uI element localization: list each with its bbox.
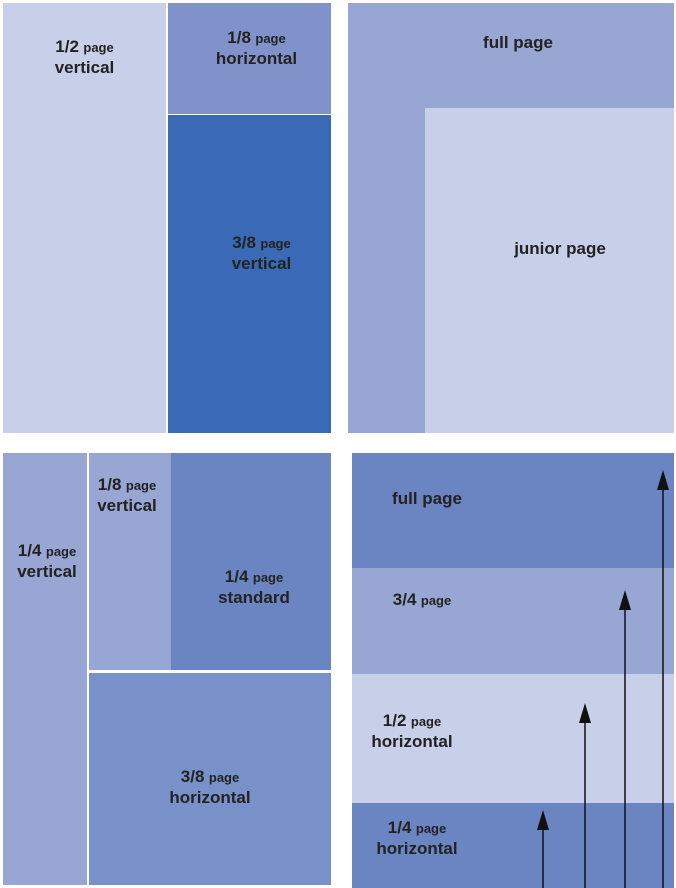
band-quarter-page-horizontal-label: 1/4 page horizontal [376,818,458,858]
eighth-page-horizontal-label: 1/8 page horizontal [215,28,298,68]
three-eighths-page-horizontal-label: 3/8 page horizontal [169,767,251,807]
band-full-page: full page [352,453,674,568]
eighth-page-vertical-block: 1/8 page vertical [89,453,171,670]
three-eighths-page-horizontal-block: 3/8 page horizontal [89,673,331,885]
quarter-page-standard-label: 1/4 page standard [218,567,290,607]
quarter-page-vertical-label: 1/4 page vertical [17,541,77,581]
band-full-page-label: full page [392,489,462,508]
arrow-quarter-height [537,810,549,888]
arrow-half-height [579,703,591,888]
three-eighths-page-vertical-block: 3/8 page vertical [168,115,331,433]
half-page-vertical-label: 1/2 page vertical [54,37,115,77]
three-eighths-page-vertical-label: 3/8 page vertical [231,233,292,273]
band-three-quarter-page-label: 3/4 page [392,590,452,609]
band-quarter-page-horizontal: 1/4 page horizontal [352,803,674,888]
arrow-three-quarter-height [619,590,631,888]
half-page-vertical-block: 1/2 page vertical [3,3,166,433]
eighth-page-vertical-label: 1/8 page vertical [97,475,157,515]
band-half-page-horizontal: 1/2 page horizontal [352,674,674,803]
arrow-full-height [657,470,669,888]
junior-page-block: junior page [425,108,674,433]
band-half-page-horizontal-label: 1/2 page horizontal [371,711,453,751]
quarter-page-standard-block: 1/4 page standard [171,453,331,670]
eighth-page-horizontal-block: 1/8 page horizontal [168,3,331,114]
band-three-quarter-page: 3/4 page [352,568,674,674]
full-page-label: full page [483,33,553,52]
quarter-page-vertical-block: 1/4 page vertical [3,453,87,885]
junior-page-label: junior page [514,239,606,258]
